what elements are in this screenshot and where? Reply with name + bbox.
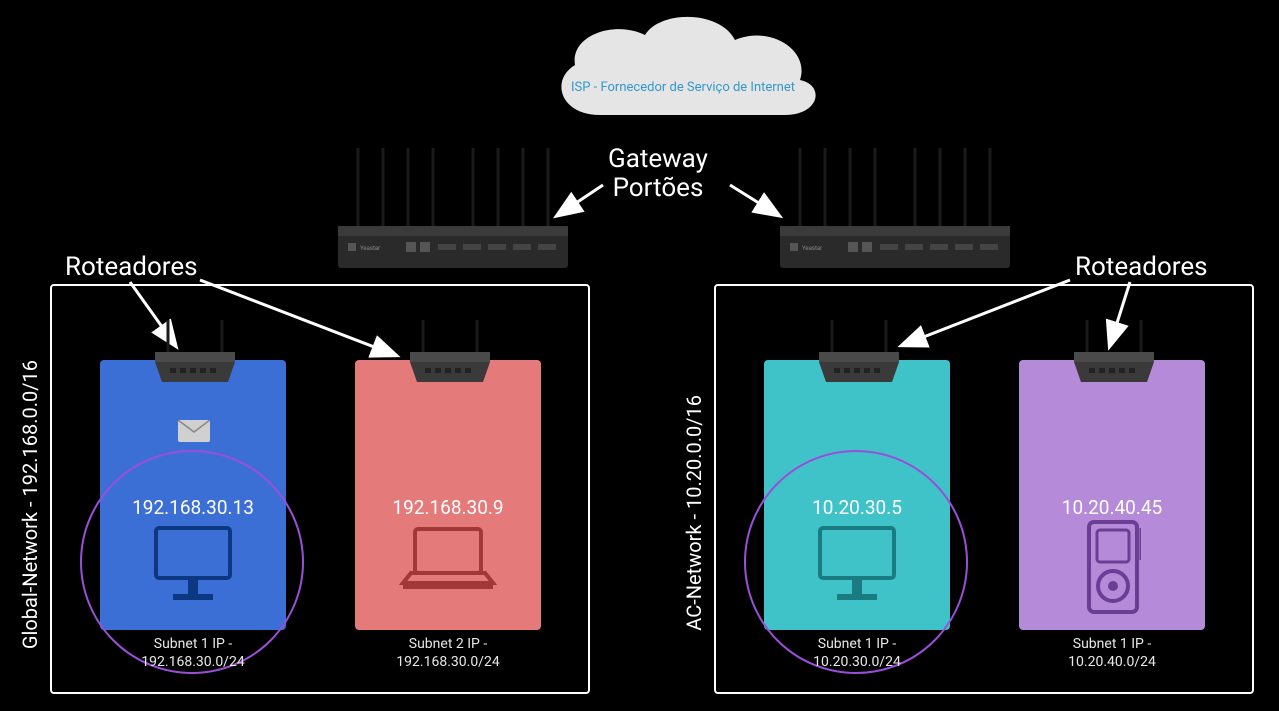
ac-network-label: AC-Network - 10.20.0.0/16 <box>682 395 706 631</box>
subnet-ac-2-ip: 10.20.40.45 <box>1019 496 1205 519</box>
desktop-icon <box>148 520 238 610</box>
svg-text:Yeastar: Yeastar <box>360 245 380 252</box>
global-network-label: Global-Network - 192.168.0.0/16 <box>18 360 42 649</box>
svg-text:Yeastar: Yeastar <box>802 245 822 252</box>
subnet-gn-2-caption: Subnet 2 IP - 192.168.30.0/24 <box>355 636 541 671</box>
gateway-device-left: Yeastar <box>338 148 568 268</box>
subnet-ac-1-ip: 10.20.30.5 <box>764 496 950 519</box>
subnet-ac-2-caption: Subnet 1 IP - 10.20.40.0/24 <box>1019 636 1205 671</box>
gateway-device-right: Yeastar <box>780 148 1010 268</box>
isp-cloud-icon <box>520 5 840 145</box>
subnet-gn-2-ip: 192.168.30.9 <box>355 496 541 519</box>
subnet-gn-2-content: 192.168.30.9 <box>355 360 541 630</box>
gateway-label-line1: Gateway <box>608 144 708 174</box>
gateway-label: Gateway Portões <box>608 145 708 202</box>
subnet-gn-1-caption: Subnet 1 IP - 192.168.30.0/24 <box>100 636 286 671</box>
subnet-gn-1-ip: 192.168.30.13 <box>100 496 286 519</box>
ipod-icon <box>1085 520 1141 616</box>
subnet-ac-1-caption: Subnet 1 IP - 10.20.30.0/24 <box>764 636 950 671</box>
roteadores-left-label: Roteadores <box>65 252 198 282</box>
laptop-icon <box>399 525 497 595</box>
roteadores-right-label: Roteadores <box>1075 252 1208 282</box>
subnet-gn-1-content: 192.168.30.13 <box>100 360 286 630</box>
subnet-ac-1-content: 10.20.30.5 <box>764 360 950 630</box>
isp-cloud-label: ISP - Fornecedor de Serviço de Internet <box>548 80 818 95</box>
gateway-label-line2: Portões <box>613 173 704 203</box>
subnet-ac-2-content: 10.20.40.45 <box>1019 360 1205 630</box>
desktop-icon <box>812 520 902 610</box>
